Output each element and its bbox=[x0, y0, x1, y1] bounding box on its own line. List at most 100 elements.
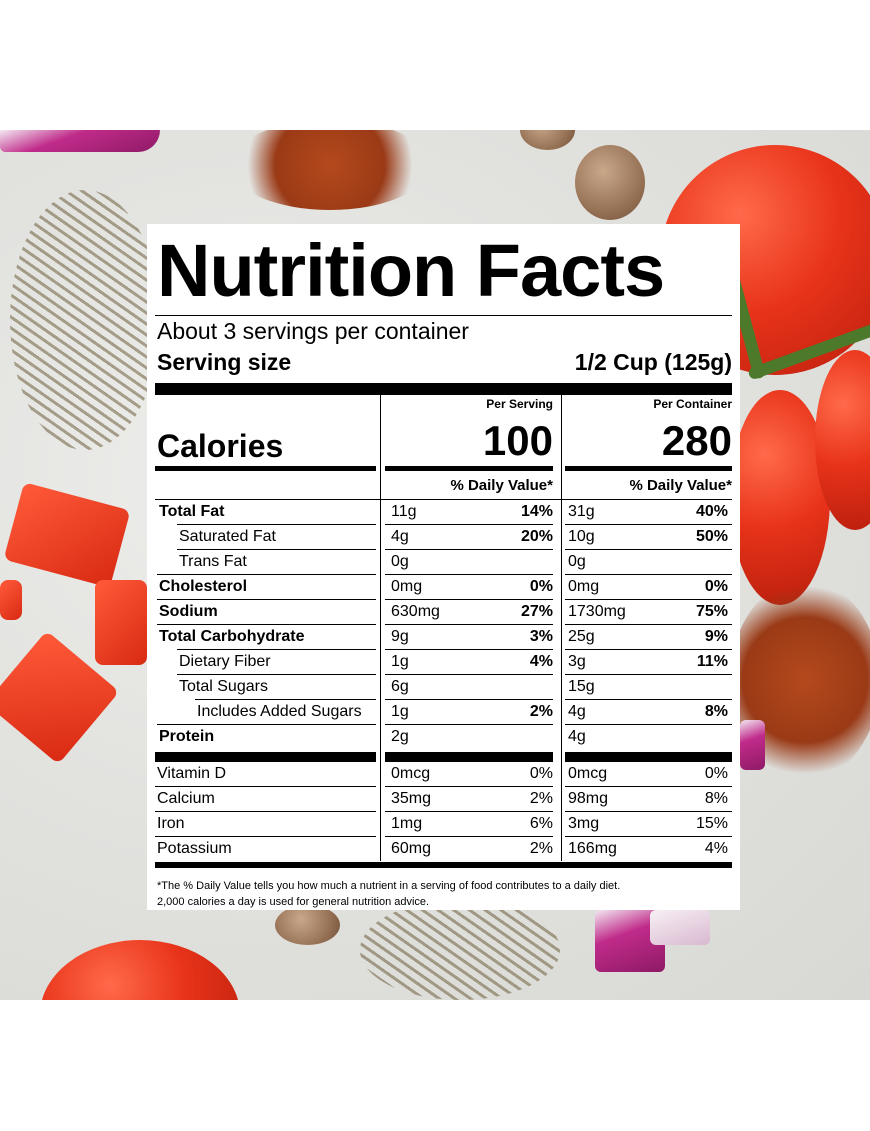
row-rule-left bbox=[157, 724, 376, 725]
serving-amount: 1g bbox=[391, 703, 409, 720]
nutrient-row: Total Carbohydrate 9g 3% 25g 9% bbox=[155, 625, 732, 650]
nutrient-name: Cholesterol bbox=[159, 578, 248, 595]
serving-amount: 1g bbox=[391, 653, 409, 670]
serving-amount: 1mg bbox=[391, 815, 423, 832]
nutrient-row: Sodium 630mg 27% 1730mg 75% bbox=[155, 600, 732, 625]
row-rule-left bbox=[155, 786, 376, 787]
container-dv: 8% bbox=[704, 790, 728, 807]
tomato-slice-3 bbox=[95, 580, 147, 665]
serving-size-label: Serving size bbox=[157, 349, 292, 375]
calories-bar-mid bbox=[385, 466, 553, 471]
vitamin-row: Potassium 60mg 2% 166mg 4% bbox=[155, 837, 732, 862]
serving-dv: 2% bbox=[529, 790, 553, 807]
container-amount: 98mg bbox=[568, 790, 609, 807]
row-rule-right bbox=[565, 524, 732, 525]
row-rule-mid bbox=[385, 549, 553, 550]
vitamin-name: Potassium bbox=[157, 840, 232, 857]
container-amount: 10g bbox=[568, 528, 595, 545]
tomato-right bbox=[730, 390, 830, 605]
nutrient-row: Total Sugars 6g 15g bbox=[155, 675, 732, 700]
container-dv: 75% bbox=[695, 603, 728, 620]
nutmeg-bottom bbox=[275, 905, 340, 945]
container-amount: 4g bbox=[568, 728, 586, 745]
serving-dv: 4% bbox=[529, 653, 553, 670]
vitamin-bar-left bbox=[155, 752, 376, 762]
nutrient-row: Cholesterol 0mg 0% 0mg 0% bbox=[155, 575, 732, 600]
serving-dv: 20% bbox=[520, 528, 553, 545]
nutrient-row: Includes Added Sugars 1g 2% 4g 8% bbox=[155, 700, 732, 725]
label-title: Nutrition Facts bbox=[157, 229, 665, 312]
row-rule-right bbox=[565, 574, 732, 575]
footnote-line-1: *The % Daily Value tells you how much a … bbox=[157, 880, 621, 892]
container-dv: 11% bbox=[696, 653, 728, 670]
serving-amount: 35mg bbox=[391, 790, 432, 807]
serving-dv: 27% bbox=[520, 603, 553, 620]
nutrient-name: Protein bbox=[159, 728, 215, 745]
row-rule-mid bbox=[385, 599, 553, 600]
serving-dv: 14% bbox=[520, 503, 553, 520]
tomato-slice-2 bbox=[0, 580, 22, 620]
title-rule bbox=[155, 315, 732, 316]
container-dv: 40% bbox=[695, 503, 728, 520]
footnote-line-2: 2,000 calories a day is used for general… bbox=[157, 896, 430, 908]
serving-dv: 0% bbox=[529, 765, 553, 782]
row-rule-mid bbox=[385, 786, 553, 787]
row-rule-mid bbox=[385, 624, 553, 625]
serving-dv: 2% bbox=[529, 840, 553, 857]
nutrient-name: Total Fat bbox=[159, 503, 225, 520]
serving-amount: 6g bbox=[391, 678, 409, 695]
onion-top-left bbox=[0, 130, 160, 152]
serving-amount: 60mg bbox=[391, 840, 432, 857]
container-dv: 9% bbox=[704, 628, 728, 645]
row-rule-right bbox=[565, 549, 732, 550]
row-rule-left bbox=[155, 836, 376, 837]
nutrient-name: Dietary Fiber bbox=[179, 653, 271, 670]
container-amount: 4g bbox=[568, 703, 586, 720]
row-rule-mid bbox=[385, 649, 553, 650]
nutrient-name: Total Carbohydrate bbox=[159, 628, 305, 645]
row-rule-left bbox=[177, 524, 376, 525]
container-amount: 0mcg bbox=[568, 765, 608, 782]
container-amount: 25g bbox=[568, 628, 595, 645]
nutmeg-top-small bbox=[520, 130, 575, 150]
container-amount: 0g bbox=[568, 553, 586, 570]
vitamin-row: Vitamin D 0mcg 0% 0mcg 0% bbox=[155, 762, 732, 787]
nutrient-name: Total Sugars bbox=[179, 678, 268, 695]
vitamin-name: Calcium bbox=[157, 790, 215, 807]
onion-right bbox=[740, 720, 765, 770]
vitamin-bar-mid bbox=[385, 752, 553, 762]
footnote: *The % Daily Value tells you how much a … bbox=[157, 878, 737, 910]
row-rule-right bbox=[565, 811, 732, 812]
thick-bar-bottom bbox=[155, 862, 732, 868]
calories-label: Calories bbox=[157, 428, 284, 464]
row-rule-left bbox=[155, 811, 376, 812]
container-dv: 4% bbox=[704, 840, 728, 857]
container-amount: 15g bbox=[568, 678, 595, 695]
dv-header-serving: % Daily Value* bbox=[450, 477, 553, 494]
cumin-seeds-top-left bbox=[10, 190, 160, 450]
container-amount: 0mg bbox=[568, 578, 600, 595]
dv-header-container: % Daily Value* bbox=[629, 477, 732, 494]
nutmeg-top bbox=[575, 145, 645, 220]
container-amount: 3mg bbox=[568, 815, 600, 832]
nutrient-row: Protein 2g 4g bbox=[155, 725, 732, 750]
row-rule-right bbox=[565, 599, 732, 600]
row-rule-right bbox=[565, 699, 732, 700]
row-rule-mid bbox=[385, 524, 553, 525]
spice-pile-top bbox=[230, 130, 430, 210]
serving-amount: 630mg bbox=[391, 603, 440, 620]
tomato-bottom-left bbox=[40, 940, 240, 1000]
nutrient-row: Trans Fat 0g 0g bbox=[155, 550, 732, 575]
cumin-seeds-bottom bbox=[360, 900, 560, 1000]
row-rule-right bbox=[565, 624, 732, 625]
row-rule-mid bbox=[385, 574, 553, 575]
vitamin-name: Iron bbox=[157, 815, 185, 832]
row-rule-right bbox=[565, 649, 732, 650]
row-rule-right bbox=[565, 674, 732, 675]
column-divider-2 bbox=[561, 395, 562, 861]
nutrient-name: Sodium bbox=[159, 603, 218, 620]
container-amount: 3g bbox=[568, 653, 586, 670]
serving-amount: 4g bbox=[391, 528, 409, 545]
row-rule-right bbox=[565, 724, 732, 725]
servings-per-container: About 3 servings per container bbox=[157, 318, 469, 344]
